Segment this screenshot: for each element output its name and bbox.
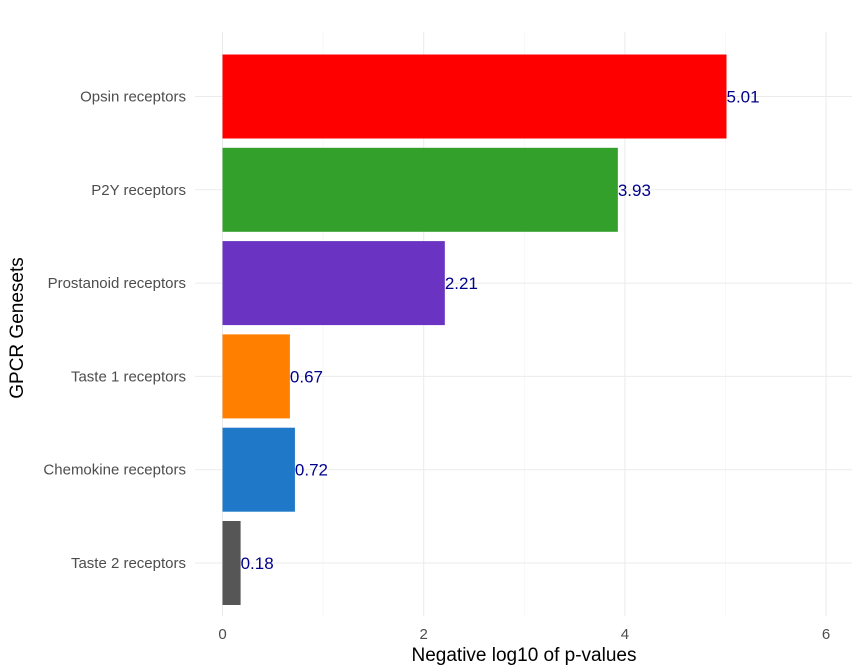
value-label-taste-1-receptors: 0.67	[290, 367, 323, 386]
y-tick-label-p2y-receptors: P2Y receptors	[91, 182, 186, 199]
x-axis-ticks: 0 2 4 6	[218, 626, 830, 643]
bar-opsin-receptors	[222, 54, 727, 139]
bar-prostanoid-receptors	[222, 241, 445, 326]
y-axis-ticks: Opsin receptors P2Y receptors Prostanoid r…	[43, 89, 186, 573]
y-axis-title: GPCR Genesets	[7, 257, 28, 399]
y-tick-label-opsin-receptors: Opsin receptors	[80, 89, 186, 106]
y-tick-label-prostanoid-receptors: Prostanoid receptors	[48, 275, 186, 292]
y-tick-label-chemokine-receptors: Chemokine receptors	[43, 462, 186, 479]
x-tick-label-0: 0	[218, 626, 226, 643]
value-label-prostanoid-receptors: 2.21	[445, 274, 478, 293]
y-tick-label-taste-2-receptors: Taste 2 receptors	[71, 555, 186, 572]
x-axis-title: Negative log10 of p-values	[412, 645, 637, 666]
x-tick-label-4: 4	[621, 626, 629, 643]
bar-taste-1-receptors	[222, 334, 290, 419]
bars-group	[222, 54, 727, 605]
value-label-p2y-receptors: 3.93	[618, 181, 651, 200]
y-tick-label-taste-1-receptors: Taste 1 receptors	[71, 368, 186, 385]
value-label-chemokine-receptors: 0.72	[295, 461, 328, 480]
bar-p2y-receptors	[222, 147, 618, 232]
value-label-taste-2-receptors: 0.18	[241, 554, 274, 573]
value-labels-group: 5.01 3.93 2.21 0.67 0.72 0.18	[241, 88, 760, 574]
x-tick-label-2: 2	[420, 626, 428, 643]
x-tick-label-6: 6	[822, 626, 830, 643]
bar-chemokine-receptors	[222, 427, 295, 512]
bar-taste-2-receptors	[222, 521, 241, 605]
value-label-opsin-receptors: 5.01	[727, 88, 760, 107]
